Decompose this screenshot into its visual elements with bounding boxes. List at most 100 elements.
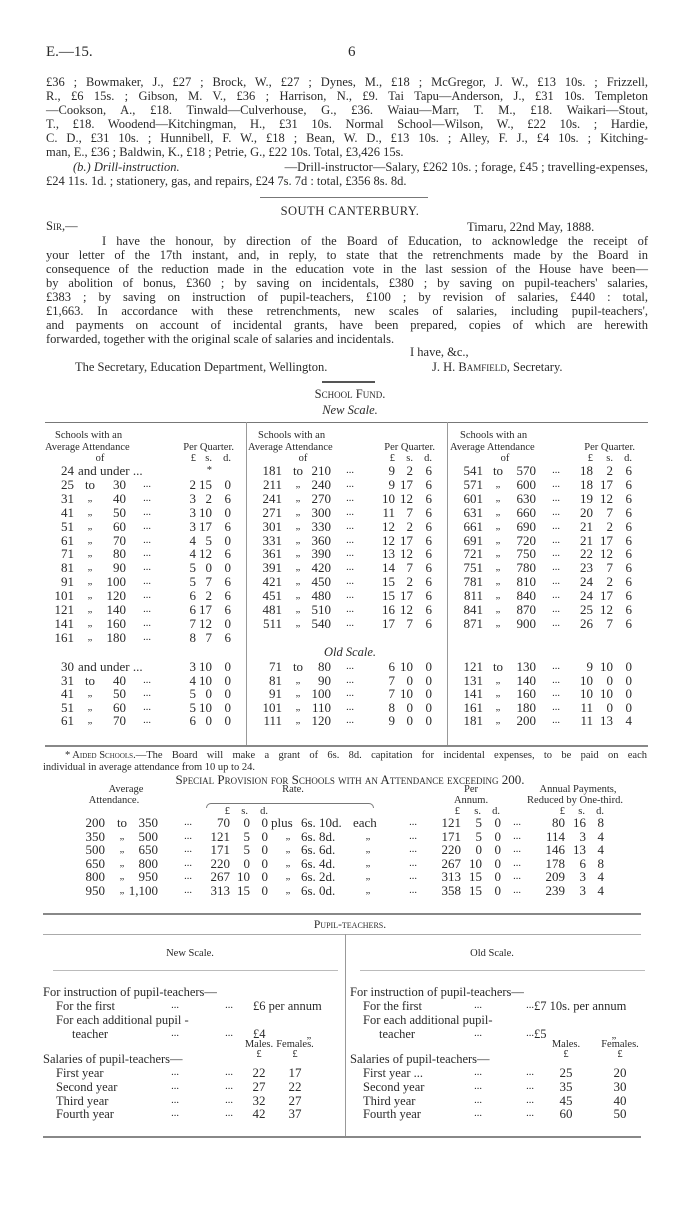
unit-header: s. xyxy=(578,806,585,817)
leader-dots: ... xyxy=(552,465,560,476)
amount-shillings: 0 xyxy=(606,699,614,715)
leader-dots: ... xyxy=(143,492,151,504)
leader-dots: ... xyxy=(346,534,354,546)
footnote-text: —The Board will make a grant of 6s. 8d. … xyxy=(135,750,647,761)
leader-dots: ... xyxy=(552,520,560,532)
amount-pounds: 10 xyxy=(580,686,593,702)
attendance-to: 570 xyxy=(516,463,537,478)
attendance-to: 840 xyxy=(516,588,537,604)
range-separator: „ xyxy=(87,576,93,588)
attendance-from: 751 xyxy=(463,560,484,576)
leader-dots: ... xyxy=(171,1108,179,1120)
annum-pounds: 121 xyxy=(441,815,462,830)
leader-dots: ... xyxy=(346,562,354,574)
amount-shillings: 2 xyxy=(606,463,614,478)
amount-pence: 6 xyxy=(625,574,633,590)
footnote: * Aided Schools. —The Board will make a … xyxy=(65,749,647,763)
annum-pence: 0 xyxy=(494,842,502,858)
leader-dots: ... xyxy=(552,604,560,615)
attendance-to: 750 xyxy=(516,546,537,562)
leader-dots: ... xyxy=(513,871,521,883)
text-line: by abolition of bonus, £360 ; by saving … xyxy=(46,276,648,290)
amount-pence: 0 xyxy=(224,560,232,576)
ditto-mark: „ xyxy=(611,1030,617,1041)
amount-pence: 6 xyxy=(425,546,433,562)
range-separator: „ xyxy=(119,857,125,869)
instruction-amount: £4 xyxy=(253,1027,266,1041)
reduced-pounds: 178 xyxy=(545,855,566,871)
attendance-to: 180 xyxy=(106,629,127,645)
amount-pence: 0 xyxy=(224,659,232,674)
salary-males: 42 xyxy=(252,1106,266,1122)
leader-dots: ... xyxy=(346,520,354,532)
amount-shillings: 10 xyxy=(199,699,212,715)
attendance-to: 100 xyxy=(311,686,332,702)
reduced-pounds: 114 xyxy=(545,828,565,844)
attendance-to: 70 xyxy=(113,713,126,729)
amount-pounds: 12 xyxy=(382,518,395,534)
amount-pence: 6 xyxy=(625,476,633,492)
scale-heading: New Scale. xyxy=(166,948,214,959)
salary-males: 25 xyxy=(559,1065,573,1080)
leader-dots: ... xyxy=(513,857,521,869)
leader-dots: ... xyxy=(409,830,417,842)
attendance-from: 200 xyxy=(85,815,106,830)
range-separator: „ xyxy=(87,590,93,602)
attendance-from: 181 xyxy=(262,463,283,478)
row-label: For each additional pupil- xyxy=(363,1013,493,1027)
attendance-to: 200 xyxy=(516,713,537,729)
range-separator: „ xyxy=(495,478,501,490)
salaries-heading: Salaries of pupil-teachers— xyxy=(43,1052,183,1066)
range-separator: „ xyxy=(495,548,501,560)
capitation-rate: 6s. 8d. xyxy=(301,828,336,844)
salary-females: 17 xyxy=(288,1065,302,1080)
new-scale-title: New Scale. xyxy=(322,403,378,417)
amount-shillings: 12 xyxy=(600,490,613,506)
signer-name: Bamfield xyxy=(458,360,507,374)
amount-pence: 6 xyxy=(625,532,633,548)
attendance-from: 631 xyxy=(463,504,484,520)
attendance-from: 91 xyxy=(269,686,282,702)
amount-pounds: 3 xyxy=(189,518,197,534)
attendance-to: 450 xyxy=(311,574,332,590)
amount-shillings: 17 xyxy=(600,588,613,604)
leader-dots: ... xyxy=(552,506,560,518)
amount-pounds: 16 xyxy=(382,602,395,617)
amount-shillings: 7 xyxy=(406,560,414,576)
leader-dots: ... xyxy=(346,701,354,713)
amount-pounds: 6 xyxy=(388,659,396,674)
attendance-from: 61 xyxy=(61,532,74,548)
amount-pounds: 18 xyxy=(580,463,593,478)
amount-pence: 0 xyxy=(625,659,633,674)
amount-shillings: 0 xyxy=(406,672,414,688)
annum-shillings: 15 xyxy=(469,883,482,898)
amount-pence: 6 xyxy=(625,504,633,520)
footnote-label: * Aided Schools. xyxy=(65,750,136,761)
leader-dots: ... xyxy=(143,478,151,490)
rate-pounds: 220 xyxy=(210,855,231,871)
amount-pounds: 18 xyxy=(580,476,593,492)
range-separator: „ xyxy=(295,534,301,546)
text-line: your letter of the 17th instant, and, in… xyxy=(46,248,648,262)
attendance-from: 161 xyxy=(54,629,75,645)
unit-header: £ xyxy=(190,453,196,464)
amount-pence: 0 xyxy=(425,672,433,688)
amount-shillings: 10 xyxy=(199,659,212,674)
leader-dots: ... xyxy=(552,674,560,686)
text-line: T., £18. Woodend—Kitchingman, H., £31 10… xyxy=(46,117,648,131)
rate-pence: 0 xyxy=(261,828,269,844)
attendance-to: 390 xyxy=(311,546,332,562)
table-bottom-rule xyxy=(43,1136,641,1138)
amount-pence: 6 xyxy=(224,518,232,534)
column-header: Average Attendance xyxy=(248,442,333,453)
range-separator: „ xyxy=(495,701,501,713)
leader-dots: ... xyxy=(526,1067,534,1078)
amount-shillings: 7 xyxy=(606,560,614,576)
attendance-from: 451 xyxy=(262,588,283,604)
attendance-from: 601 xyxy=(463,490,484,506)
unit-header: s. xyxy=(406,453,413,464)
leader-dots: ... xyxy=(346,548,354,560)
leader-dots: ... xyxy=(474,1028,482,1039)
annum-pounds: 313 xyxy=(441,869,462,885)
attendance-to: 480 xyxy=(311,588,332,604)
